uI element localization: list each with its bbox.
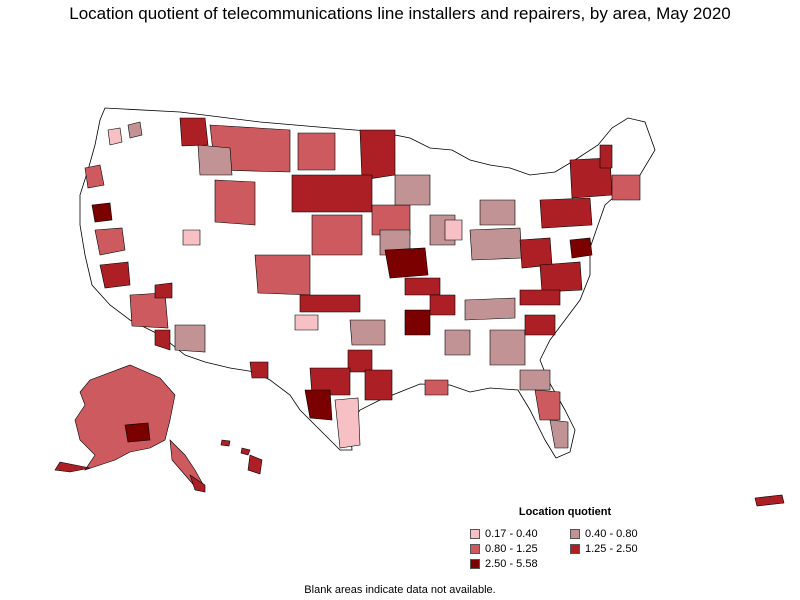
region-arizona-south — [174, 324, 206, 353]
region-n-california — [91, 202, 113, 223]
region-idaho-montana — [179, 117, 209, 147]
region-idaho-west — [197, 144, 233, 176]
legend-item-1: 0.17 - 0.40 — [470, 528, 570, 540]
region-texas-south — [304, 389, 333, 421]
region-nebraska — [311, 214, 363, 256]
region-oklahoma — [349, 319, 386, 346]
puerto-rico-main — [754, 494, 785, 507]
legend-item-5: 2.50 - 5.58 — [470, 558, 570, 570]
region-kentucky-west — [444, 219, 463, 241]
region-arizona — [129, 292, 169, 329]
region-nm-nw — [154, 282, 173, 299]
region-gulf — [424, 379, 449, 396]
region-texas-central — [309, 367, 351, 396]
region-maryland — [569, 237, 593, 259]
puerto-rico — [754, 494, 785, 507]
legend-item-2: 0.40 - 0.80 — [570, 528, 660, 540]
region-north-dakota — [297, 132, 336, 171]
region-nw-washington — [107, 127, 123, 146]
map-regions — [84, 117, 641, 449]
legend-swatch-1 — [470, 529, 480, 539]
alaska-main — [74, 364, 176, 471]
legend-label-5: 2.50 - 5.58 — [485, 558, 538, 570]
region-mississippi — [444, 329, 471, 356]
region-new-england — [611, 174, 641, 201]
region-south-dakota — [291, 174, 373, 213]
region-texas-east — [364, 369, 393, 401]
region-indiana-kentucky — [469, 227, 523, 261]
aleutians — [54, 461, 91, 473]
region-florida-central — [534, 389, 561, 421]
region-california-south — [99, 261, 131, 289]
region-virginia — [539, 261, 583, 293]
region-pennsylvania — [539, 197, 593, 229]
region-missouri — [384, 247, 429, 279]
alaska-panhandle-south — [189, 474, 206, 493]
hawaii-oahu — [220, 439, 231, 447]
legend-label-1: 0.17 - 0.40 — [485, 528, 538, 540]
map-title: Location quotient of telecommunications … — [69, 4, 731, 23]
legend-item-3: 0.80 - 1.25 — [470, 543, 570, 555]
region-texas-coast — [334, 397, 361, 449]
region-texas-west — [249, 361, 269, 379]
region-north-carolina — [519, 289, 561, 306]
region-vermont — [599, 144, 613, 169]
legend-swatch-4 — [570, 544, 580, 554]
legend-items: 0.17 - 0.40 0.40 - 0.80 0.80 - 1.25 1.25… — [470, 528, 660, 570]
region-oklahoma-n — [299, 294, 361, 313]
region-wyoming — [214, 179, 256, 226]
region-florida-north — [519, 369, 551, 391]
hawaii-big-island — [247, 454, 263, 475]
region-wisconsin — [394, 174, 431, 206]
region-ohio — [479, 199, 516, 226]
region-louisiana — [429, 294, 456, 316]
legend-swatch-5 — [470, 559, 480, 569]
region-minnesota — [359, 129, 396, 181]
region-missouri-south — [404, 277, 441, 296]
region-oregon-coast — [84, 164, 105, 189]
region-west-virginia — [519, 237, 553, 269]
legend-title: Location quotient — [518, 506, 612, 518]
hawaii-maui — [240, 447, 251, 456]
legend-label-2: 0.40 - 0.80 — [585, 528, 638, 540]
region-texas-north — [347, 349, 373, 373]
legend-label-3: 0.80 - 1.25 — [485, 543, 538, 555]
region-az-sw — [154, 329, 171, 351]
region-south-carolina — [524, 314, 556, 336]
region-arkansas — [404, 309, 431, 336]
region-california-central — [94, 227, 126, 256]
region-tennessee — [464, 297, 516, 321]
alaska-south-central — [124, 422, 151, 443]
region-wa-east — [127, 121, 143, 139]
legend-item-4: 1.25 - 2.50 — [570, 543, 660, 555]
region-florida-south — [549, 419, 569, 449]
region-nm-east — [294, 314, 319, 331]
legend-swatch-3 — [470, 544, 480, 554]
hawaii — [220, 439, 263, 475]
legend: Location quotient 0.17 - 0.40 0.40 - 0.8… — [470, 506, 660, 570]
region-colorado — [254, 254, 311, 296]
region-georgia — [489, 329, 526, 366]
alaska — [54, 364, 206, 493]
footnote: Blank areas indicate data not available. — [304, 584, 496, 596]
region-utah — [182, 229, 201, 246]
legend-label-4: 1.25 - 2.50 — [585, 543, 638, 555]
legend-swatch-2 — [570, 529, 580, 539]
